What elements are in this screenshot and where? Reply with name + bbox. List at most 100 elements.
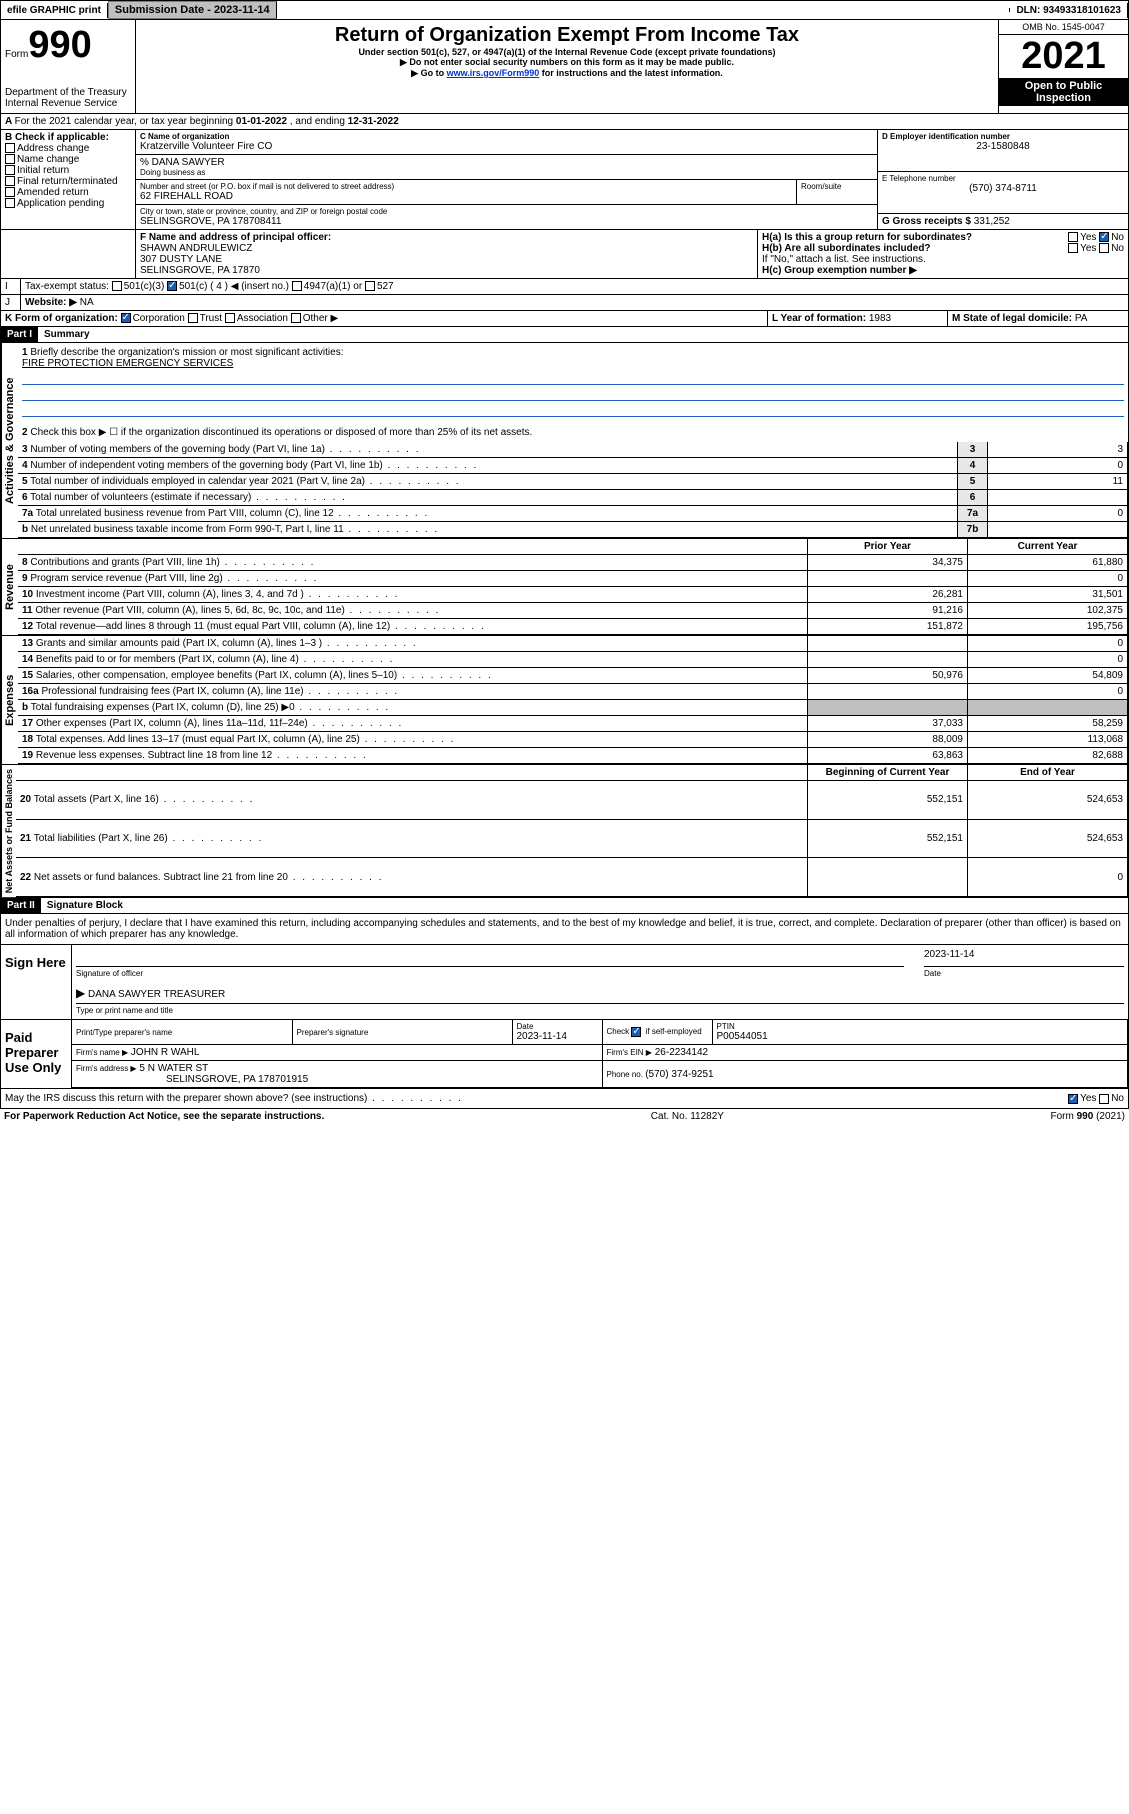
- city: SELINSGROVE, PA 178708411: [140, 216, 873, 227]
- i-501c[interactable]: [167, 281, 177, 291]
- f-label: F Name and address of principal officer:: [140, 232, 753, 243]
- section-b: B Check if applicable: Address change Na…: [1, 130, 136, 229]
- header-mid: Return of Organization Exempt From Incom…: [136, 20, 998, 113]
- i-501c3[interactable]: [112, 281, 122, 291]
- telephone: (570) 374-8711: [882, 183, 1124, 194]
- subtitle-3: ▶ Go to www.irs.gov/Form990 for instruct…: [140, 68, 994, 79]
- line-j: J Website: ▶ NA: [0, 295, 1129, 311]
- part-i-header: Part ISummary: [0, 327, 1129, 343]
- gross-receipts: 331,252: [974, 216, 1010, 227]
- section-deg: D Employer identification number 23-1580…: [878, 130, 1128, 229]
- cat-no: Cat. No. 11282Y: [651, 1111, 724, 1122]
- expenses: Expenses 13 Grants and similar amounts p…: [0, 636, 1129, 765]
- firm-addr1: 5 N WATER ST: [139, 1063, 208, 1074]
- topbar: efile GRAPHIC print Submission Date - 20…: [0, 0, 1129, 20]
- sign-here-block: Sign Here Signature of officer 2023-11-1…: [0, 945, 1129, 1020]
- irs-link[interactable]: www.irs.gov/Form990: [447, 68, 540, 78]
- room-label: Room/suite: [801, 182, 873, 191]
- fh-block: F Name and address of principal officer:…: [0, 230, 1129, 279]
- h-c: H(c) Group exemption number ▶: [762, 265, 1124, 276]
- k-other[interactable]: [291, 313, 301, 323]
- officer-addr1: 307 DUSTY LANE: [140, 254, 753, 265]
- activities-governance: Activities & Governance 1 Briefly descri…: [0, 343, 1129, 539]
- pra-notice: For Paperwork Reduction Act Notice, see …: [4, 1111, 324, 1122]
- city-label: City or town, state or province, country…: [140, 207, 873, 216]
- firm-name: JOHN R WAHL: [131, 1047, 200, 1058]
- signature-line[interactable]: [76, 949, 904, 967]
- checkbox-name-change[interactable]: [5, 154, 15, 164]
- side-rev: Revenue: [1, 539, 18, 635]
- i-4947[interactable]: [292, 281, 302, 291]
- exp-table: 13 Grants and similar amounts paid (Part…: [18, 636, 1128, 764]
- line-i: I Tax-exempt status: 501(c)(3) 501(c) ( …: [0, 279, 1129, 295]
- ag-table: 3 Number of voting members of the govern…: [18, 442, 1128, 538]
- org-name: Kratzerville Volunteer Fire CO: [140, 141, 873, 152]
- officer-name-title: DANA SAWYER TREASURER: [88, 989, 225, 1000]
- side-exp: Expenses: [1, 636, 18, 764]
- discuss-row: May the IRS discuss this return with the…: [0, 1089, 1129, 1109]
- firm-phone: (570) 374-9251: [645, 1069, 713, 1080]
- subtitle-1: Under section 501(c), 527, or 4947(a)(1)…: [140, 47, 994, 57]
- side-ag: Activities & Governance: [1, 343, 18, 538]
- checkbox-amended[interactable]: [5, 187, 15, 197]
- officer-addr2: SELINSGROVE, PA 17870: [140, 265, 753, 276]
- checkbox-final-return[interactable]: [5, 176, 15, 186]
- section-c: C Name of organization Kratzerville Volu…: [136, 130, 878, 229]
- perjury: Under penalties of perjury, I declare th…: [0, 914, 1129, 945]
- dba-label: Doing business as: [140, 168, 873, 177]
- form-header: Form990 Department of the Treasury Inter…: [0, 20, 1129, 114]
- submission-date-button[interactable]: Submission Date - 2023-11-14: [108, 1, 277, 19]
- mission: FIRE PROTECTION EMERGENCY SERVICES: [22, 358, 1124, 369]
- paid-preparer-block: Paid Preparer Use Only Print/Type prepar…: [0, 1020, 1129, 1089]
- street: 62 FIREHALL ROAD: [140, 191, 792, 202]
- header-right: OMB No. 1545-0047 2021 Open to Public In…: [998, 20, 1128, 113]
- i-527[interactable]: [365, 281, 375, 291]
- officer-name: SHAWN ANDRULEWICZ: [140, 243, 753, 254]
- side-na: Net Assets or Fund Balances: [1, 765, 16, 897]
- hb-no[interactable]: [1099, 243, 1109, 253]
- tax-year: 2021: [999, 35, 1128, 78]
- part-ii-header: Part IISignature Block: [0, 898, 1129, 914]
- year-formation: 1983: [869, 313, 891, 324]
- discuss-yes[interactable]: [1068, 1094, 1078, 1104]
- form-990: 990: [28, 24, 91, 66]
- irs-label: Internal Revenue Service: [5, 98, 131, 109]
- ha-yes[interactable]: [1068, 232, 1078, 242]
- hb-yes[interactable]: [1068, 243, 1078, 253]
- k-assoc[interactable]: [225, 313, 235, 323]
- firm-addr2: SELINSGROVE, PA 178701915: [166, 1074, 308, 1085]
- form-990-footer: Form 990 (2021): [1051, 1111, 1125, 1122]
- topbar-spacer: [277, 8, 1011, 12]
- self-employed-check[interactable]: [631, 1027, 641, 1037]
- rev-table: Prior YearCurrent Year 8 Contributions a…: [18, 539, 1128, 635]
- na-table: Beginning of Current YearEnd of Year 20 …: [16, 765, 1128, 897]
- ein: 23-1580848: [882, 141, 1124, 152]
- subtitle-2: ▶ Do not enter social security numbers o…: [140, 57, 994, 68]
- line-a: A For the 2021 calendar year, or tax yea…: [0, 114, 1129, 130]
- net-assets: Net Assets or Fund Balances Beginning of…: [0, 765, 1129, 898]
- form-title: Return of Organization Exempt From Incom…: [140, 24, 994, 47]
- care-of: % DANA SAWYER: [140, 157, 873, 168]
- paid-preparer-label: Paid Preparer Use Only: [1, 1020, 71, 1088]
- k-trust[interactable]: [188, 313, 198, 323]
- sign-here-label: Sign Here: [1, 945, 71, 1019]
- checkbox-initial-return[interactable]: [5, 165, 15, 175]
- checkbox-address-change[interactable]: [5, 143, 15, 153]
- klm-block: K Form of organization: Corporation Trus…: [0, 311, 1129, 327]
- ha-no[interactable]: [1099, 232, 1109, 242]
- header-left: Form990 Department of the Treasury Inter…: [1, 20, 136, 113]
- discuss-no[interactable]: [1099, 1094, 1109, 1104]
- checkbox-app-pending[interactable]: [5, 198, 15, 208]
- street-label: Number and street (or P.O. box if mail i…: [140, 182, 792, 191]
- entity-block: B Check if applicable: Address change Na…: [0, 130, 1129, 230]
- d-label: D Employer identification number: [882, 132, 1124, 141]
- dept-treasury: Department of the Treasury: [5, 87, 131, 98]
- website: NA: [80, 297, 94, 308]
- h-a: H(a) Is this a group return for subordin…: [762, 232, 1124, 243]
- b-header: B Check if applicable:: [5, 132, 131, 143]
- ptin: P00544051: [717, 1031, 1124, 1042]
- dln: DLN: 93493318101623: [1010, 3, 1128, 18]
- k-corp[interactable]: [121, 313, 131, 323]
- domicile: PA: [1075, 313, 1088, 324]
- omb-number: OMB No. 1545-0047: [999, 20, 1128, 35]
